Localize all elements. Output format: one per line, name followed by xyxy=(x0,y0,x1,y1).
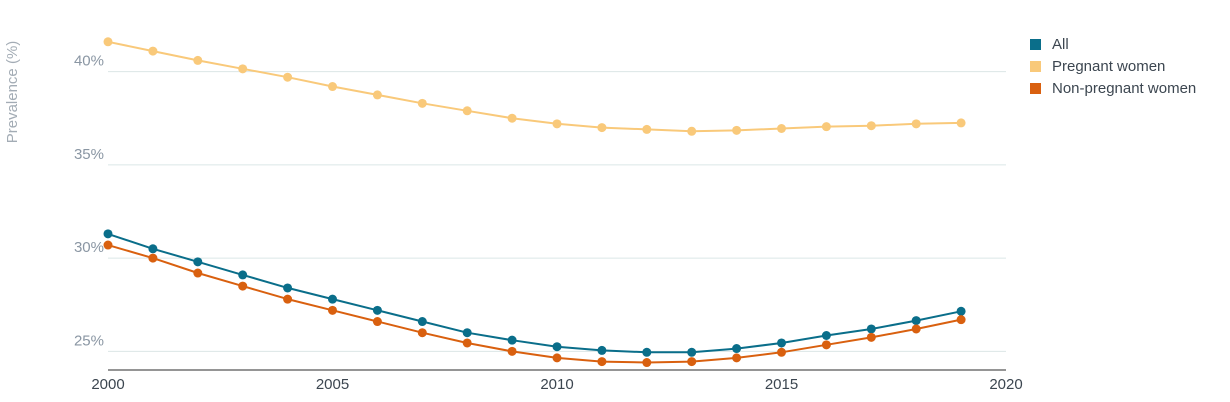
legend-swatch xyxy=(1030,61,1041,72)
data-point[interactable] xyxy=(103,37,113,47)
data-point[interactable] xyxy=(821,331,831,340)
series-line xyxy=(107,244,962,364)
y-tick-label: 30% xyxy=(74,239,104,256)
data-point[interactable] xyxy=(642,347,652,357)
data-point[interactable] xyxy=(328,305,337,315)
y-axis-title: Prevalence (%) xyxy=(4,41,21,144)
data-point[interactable] xyxy=(687,357,697,367)
x-tick-label: 2000 xyxy=(91,376,124,393)
data-point[interactable] xyxy=(507,346,517,356)
legend-item[interactable]: All xyxy=(1030,36,1069,53)
data-point[interactable] xyxy=(148,253,158,263)
data-point[interactable] xyxy=(507,335,517,345)
data-point[interactable] xyxy=(552,342,562,352)
data-point[interactable] xyxy=(193,55,203,65)
data-point[interactable] xyxy=(148,46,158,56)
data-point[interactable] xyxy=(642,124,652,134)
data-point[interactable] xyxy=(732,344,742,354)
data-point[interactable] xyxy=(103,229,113,239)
x-tick-label: 2010 xyxy=(540,376,573,393)
data-point[interactable] xyxy=(193,257,203,267)
legend-swatch xyxy=(1030,39,1041,50)
data-point[interactable] xyxy=(417,98,427,108)
data-point[interactable] xyxy=(777,124,786,133)
data-point[interactable] xyxy=(103,240,113,250)
data-point[interactable] xyxy=(283,294,293,304)
y-tick-label: 35% xyxy=(74,146,104,163)
data-point[interactable] xyxy=(417,328,427,338)
data-point[interactable] xyxy=(462,328,472,338)
data-point[interactable] xyxy=(552,353,562,363)
series-line xyxy=(107,232,962,354)
data-point[interactable] xyxy=(597,345,607,355)
series-line xyxy=(107,40,962,133)
legend-label: Pregnant women xyxy=(1052,58,1165,75)
y-axis-ticks: 25% 30% 35% 40% xyxy=(74,53,104,350)
series-non-pregnant-women xyxy=(103,240,966,368)
data-point[interactable] xyxy=(821,340,831,350)
series-layer xyxy=(103,37,966,368)
data-point[interactable] xyxy=(238,64,248,74)
x-tick-label: 2020 xyxy=(989,376,1022,393)
series-all xyxy=(103,229,966,357)
data-point[interactable] xyxy=(911,119,921,129)
legend-label: All xyxy=(1052,36,1069,53)
x-tick-label: 2005 xyxy=(316,376,349,393)
data-point[interactable] xyxy=(777,338,786,348)
legend-item[interactable]: Pregnant women xyxy=(1030,58,1165,75)
data-point[interactable] xyxy=(911,316,921,326)
data-point[interactable] xyxy=(328,82,337,92)
data-point[interactable] xyxy=(866,324,876,334)
data-point[interactable] xyxy=(283,283,293,293)
data-point[interactable] xyxy=(777,347,786,357)
data-point[interactable] xyxy=(732,353,742,363)
gridlines xyxy=(108,71,1006,352)
data-point[interactable] xyxy=(552,119,562,129)
data-point[interactable] xyxy=(956,315,966,325)
data-point[interactable] xyxy=(642,358,652,368)
data-point[interactable] xyxy=(372,317,382,327)
data-point[interactable] xyxy=(687,347,697,357)
legend-swatch xyxy=(1030,83,1041,94)
data-point[interactable] xyxy=(148,244,158,254)
data-point[interactable] xyxy=(417,317,427,327)
data-point[interactable] xyxy=(372,305,382,315)
y-tick-label: 25% xyxy=(74,332,104,349)
data-point[interactable] xyxy=(911,324,921,334)
data-point[interactable] xyxy=(956,118,966,128)
data-point[interactable] xyxy=(462,106,472,116)
data-point[interactable] xyxy=(597,357,607,367)
data-point[interactable] xyxy=(238,270,248,280)
series-pregnant-women xyxy=(103,37,966,136)
legend: All Pregnant women Non-pregnant women xyxy=(1030,36,1196,97)
data-point[interactable] xyxy=(328,294,337,304)
data-point[interactable] xyxy=(732,125,742,135)
legend-item[interactable]: Non-pregnant women xyxy=(1030,80,1196,97)
data-point[interactable] xyxy=(238,281,248,291)
y-tick-label: 40% xyxy=(74,53,104,70)
data-point[interactable] xyxy=(193,268,203,278)
data-point[interactable] xyxy=(866,121,876,131)
x-axis-ticks: 2000 2005 2010 2015 2020 xyxy=(91,376,1022,393)
x-tick-label: 2015 xyxy=(765,376,798,393)
data-point[interactable] xyxy=(956,306,966,316)
data-point[interactable] xyxy=(372,90,382,100)
data-point[interactable] xyxy=(283,72,293,82)
data-point[interactable] xyxy=(462,338,472,348)
legend-label: Non-pregnant women xyxy=(1052,80,1196,97)
data-point[interactable] xyxy=(866,332,876,342)
data-point[interactable] xyxy=(687,126,697,136)
data-point[interactable] xyxy=(507,113,517,123)
data-point[interactable] xyxy=(597,123,607,133)
data-point[interactable] xyxy=(821,122,831,132)
